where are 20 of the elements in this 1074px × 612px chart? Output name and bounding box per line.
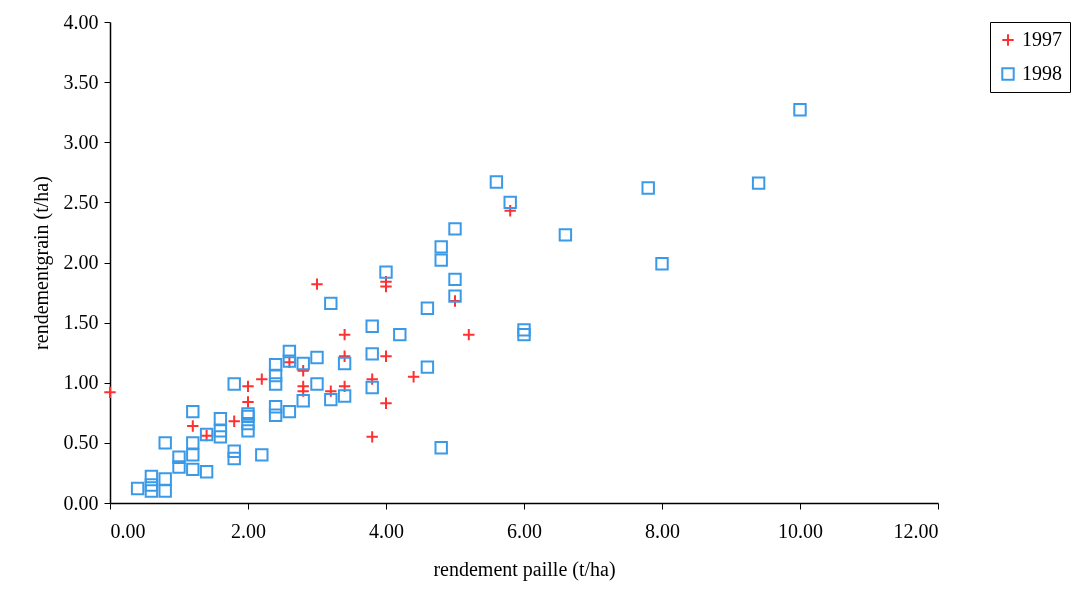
y-tick-label: 2.50 [63,190,99,213]
y-axis-title: rendementgrain (t/ha) [29,176,53,350]
y-tick-label: 2.00 [63,251,99,273]
x-tick-label: 10.00 [778,519,823,542]
y-tick-label: 0.00 [63,491,99,514]
x-tick-label: 6.00 [507,519,542,542]
y-tick-label: 3.00 [63,130,99,153]
x-tick-label: 0.00 [110,519,146,542]
x-tick-label: 12.00 [893,519,939,542]
y-tick-label: 3.50 [63,70,99,93]
y-tick-label: 1.50 [63,311,99,334]
legend-label: 1997 [1022,28,1062,50]
x-tick-label: 4.00 [369,519,404,542]
legend-label: 1998 [1022,62,1062,84]
x-tick-label: 8.00 [645,519,680,542]
y-tick-label: 4.00 [63,10,99,33]
y-tick-label: 0.50 [63,431,99,454]
x-tick-label: 2.00 [231,519,266,542]
x-axis-title: rendement paille (t/ha) [433,557,616,581]
y-tick-label: 1.00 [63,371,99,394]
